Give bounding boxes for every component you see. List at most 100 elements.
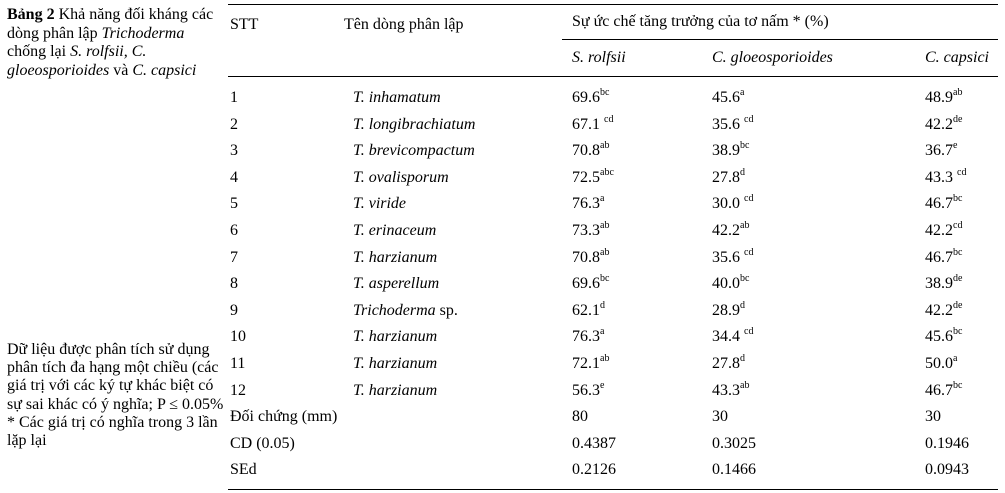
significance-letter: cd xyxy=(744,247,754,258)
cell-c-gloeosporioides: 27.8d xyxy=(712,353,745,375)
cell-s-rolfsii: 70.8ab xyxy=(572,247,609,269)
cell-s-rolfsii: 67.1 cd xyxy=(572,114,614,136)
caption-text: chống lại xyxy=(7,43,71,60)
isolate-name: T. harzianum xyxy=(353,355,438,372)
footer-c-gloeosporioides: 0.3025 xyxy=(712,435,756,452)
inhibition-value: 72.1 xyxy=(572,355,600,372)
isolate-name: T. harzianum xyxy=(353,249,438,266)
cell-c-capsici: 38.9de xyxy=(925,273,963,295)
cell-isolate-name: T. longibrachiatum xyxy=(353,116,475,134)
inhibition-value: 69.6 xyxy=(572,275,600,292)
significance-letter: bc xyxy=(953,326,963,337)
cell-c-capsici: 50.0a xyxy=(925,353,957,375)
cell-c-gloeosporioides: 45.6a xyxy=(712,87,744,109)
cell-stt: 5 xyxy=(230,195,238,212)
inhibition-value: 30.0 xyxy=(712,195,744,212)
cell-c-gloeosporioides: 35.6 cd xyxy=(712,114,753,136)
inhibition-value: 35.6 xyxy=(712,249,744,266)
cell-s-rolfsii: 72.5abc xyxy=(572,167,614,189)
inhibition-value: 42.2 xyxy=(925,302,953,319)
inhibition-value: 50.0 xyxy=(925,355,953,372)
significance-letter: d xyxy=(600,300,605,311)
inhibition-value: 42.2 xyxy=(925,222,953,239)
table-top-rule xyxy=(228,4,998,5)
cell-isolate-name: T. asperellum xyxy=(353,275,439,293)
significance-letter: bc xyxy=(953,380,963,391)
header-c-capsici: C. capsici xyxy=(925,49,989,66)
cell-stt: 6 xyxy=(230,222,238,239)
table-caption: Bảng 2 Khả năng đối kháng các dòng phân … xyxy=(7,6,225,80)
significance-letter: bc xyxy=(953,193,963,204)
significance-letter: cd xyxy=(604,114,614,125)
significance-letter: ab xyxy=(600,353,610,364)
footer-c-capsici: 30 xyxy=(925,408,941,425)
inhibition-value: 42.2 xyxy=(712,222,740,239)
cell-s-rolfsii: 70.8ab xyxy=(572,140,609,162)
significance-letter: de xyxy=(953,273,963,284)
significance-letter: cd xyxy=(744,326,754,337)
footer-c-capsici: 0.1946 xyxy=(925,435,969,452)
header-c-gloeosporioides: C. gloeosporioides xyxy=(712,49,833,66)
cell-isolate-name: T. harzianum xyxy=(353,328,437,346)
caption-label: Bảng 2 xyxy=(7,6,55,23)
cell-c-gloeosporioides: 28.9d xyxy=(712,300,745,322)
cell-isolate-name: T. harzianum xyxy=(353,382,437,400)
inhibition-value: 42.2 xyxy=(925,116,953,133)
table-bottom-rule xyxy=(228,489,998,490)
inhibition-value: 56.3 xyxy=(572,382,600,399)
cell-isolate-name: T. erinaceum xyxy=(353,222,436,240)
significance-letter: de xyxy=(953,300,963,311)
footer-label: CD (0.05) xyxy=(230,435,295,452)
cell-isolate-name: T. brevicompactum xyxy=(353,142,475,160)
cell-isolate-name: Trichoderma sp. xyxy=(353,302,458,320)
cell-c-capsici: 46.7bc xyxy=(925,247,962,269)
isolate-name: Trichoderma xyxy=(353,302,436,319)
inhibition-value: 45.6 xyxy=(925,328,953,345)
isolate-name: T. harzianum xyxy=(353,382,438,399)
header-rule xyxy=(228,76,998,77)
cell-s-rolfsii: 76.3a xyxy=(572,193,604,215)
cell-c-gloeosporioides: 38.9bc xyxy=(712,140,750,162)
footer-c-capsici: 0.0943 xyxy=(925,461,969,478)
inhibition-value: 69.6 xyxy=(572,89,600,106)
cell-c-capsici: 48.9ab xyxy=(925,87,963,109)
cell-stt: 9 xyxy=(230,302,238,319)
cell-stt: 12 xyxy=(230,382,246,399)
inhibition-value: 46.7 xyxy=(925,195,953,212)
inhibition-value: 73.3 xyxy=(572,222,600,239)
isolate-name: T. longibrachiatum xyxy=(353,116,476,133)
significance-letter: d xyxy=(740,167,745,178)
inhibition-value: 76.3 xyxy=(572,328,600,345)
cell-s-rolfsii: 62.1d xyxy=(572,300,605,322)
cell-c-gloeosporioides: 35.6 cd xyxy=(712,247,754,269)
significance-letter: bc xyxy=(740,140,750,151)
footer-s-rolfsii: 80 xyxy=(572,408,588,425)
cell-s-rolfsii: 69.6bc xyxy=(572,87,609,109)
cell-stt: 11 xyxy=(230,355,246,372)
inhibition-value: 34.4 xyxy=(712,328,744,345)
caption-text: và xyxy=(109,61,133,79)
cell-s-rolfsii: 69.6bc xyxy=(572,273,609,295)
isolate-name: T. harzianum xyxy=(353,328,438,345)
significance-letter: ab xyxy=(740,380,750,391)
cell-s-rolfsii: 73.3ab xyxy=(572,220,609,242)
header-isolate: Tên dòng phân lập xyxy=(344,16,464,33)
significance-letter: d xyxy=(740,300,745,311)
cell-s-rolfsii: 76.3a xyxy=(572,326,604,348)
cell-s-rolfsii: 56.3e xyxy=(572,380,604,402)
cell-isolate-name: T. harzianum xyxy=(353,355,437,373)
inhibition-value: 70.8 xyxy=(572,249,600,266)
inhibition-value: 36.7 xyxy=(925,142,953,159)
footer-s-rolfsii: 0.4387 xyxy=(572,435,616,452)
cell-c-gloeosporioides: 27.8d xyxy=(712,167,745,189)
significance-letter: abc xyxy=(600,167,614,178)
footer-label: Đối chứng (mm) xyxy=(230,408,338,425)
significance-letter: e xyxy=(953,140,958,151)
inhibition-value: 27.8 xyxy=(712,355,740,372)
cell-c-capsici: 36.7e xyxy=(925,140,958,162)
table-note: Dữ liệu được phân tích sử dụng phân tích… xyxy=(7,341,225,450)
cell-c-capsici: 43.3 cd xyxy=(925,167,966,189)
significance-letter: ab xyxy=(953,87,963,98)
note-analysis: Dữ liệu được phân tích sử dụng phân tích… xyxy=(7,341,224,413)
cell-c-capsici: 46.7bc xyxy=(925,193,963,215)
